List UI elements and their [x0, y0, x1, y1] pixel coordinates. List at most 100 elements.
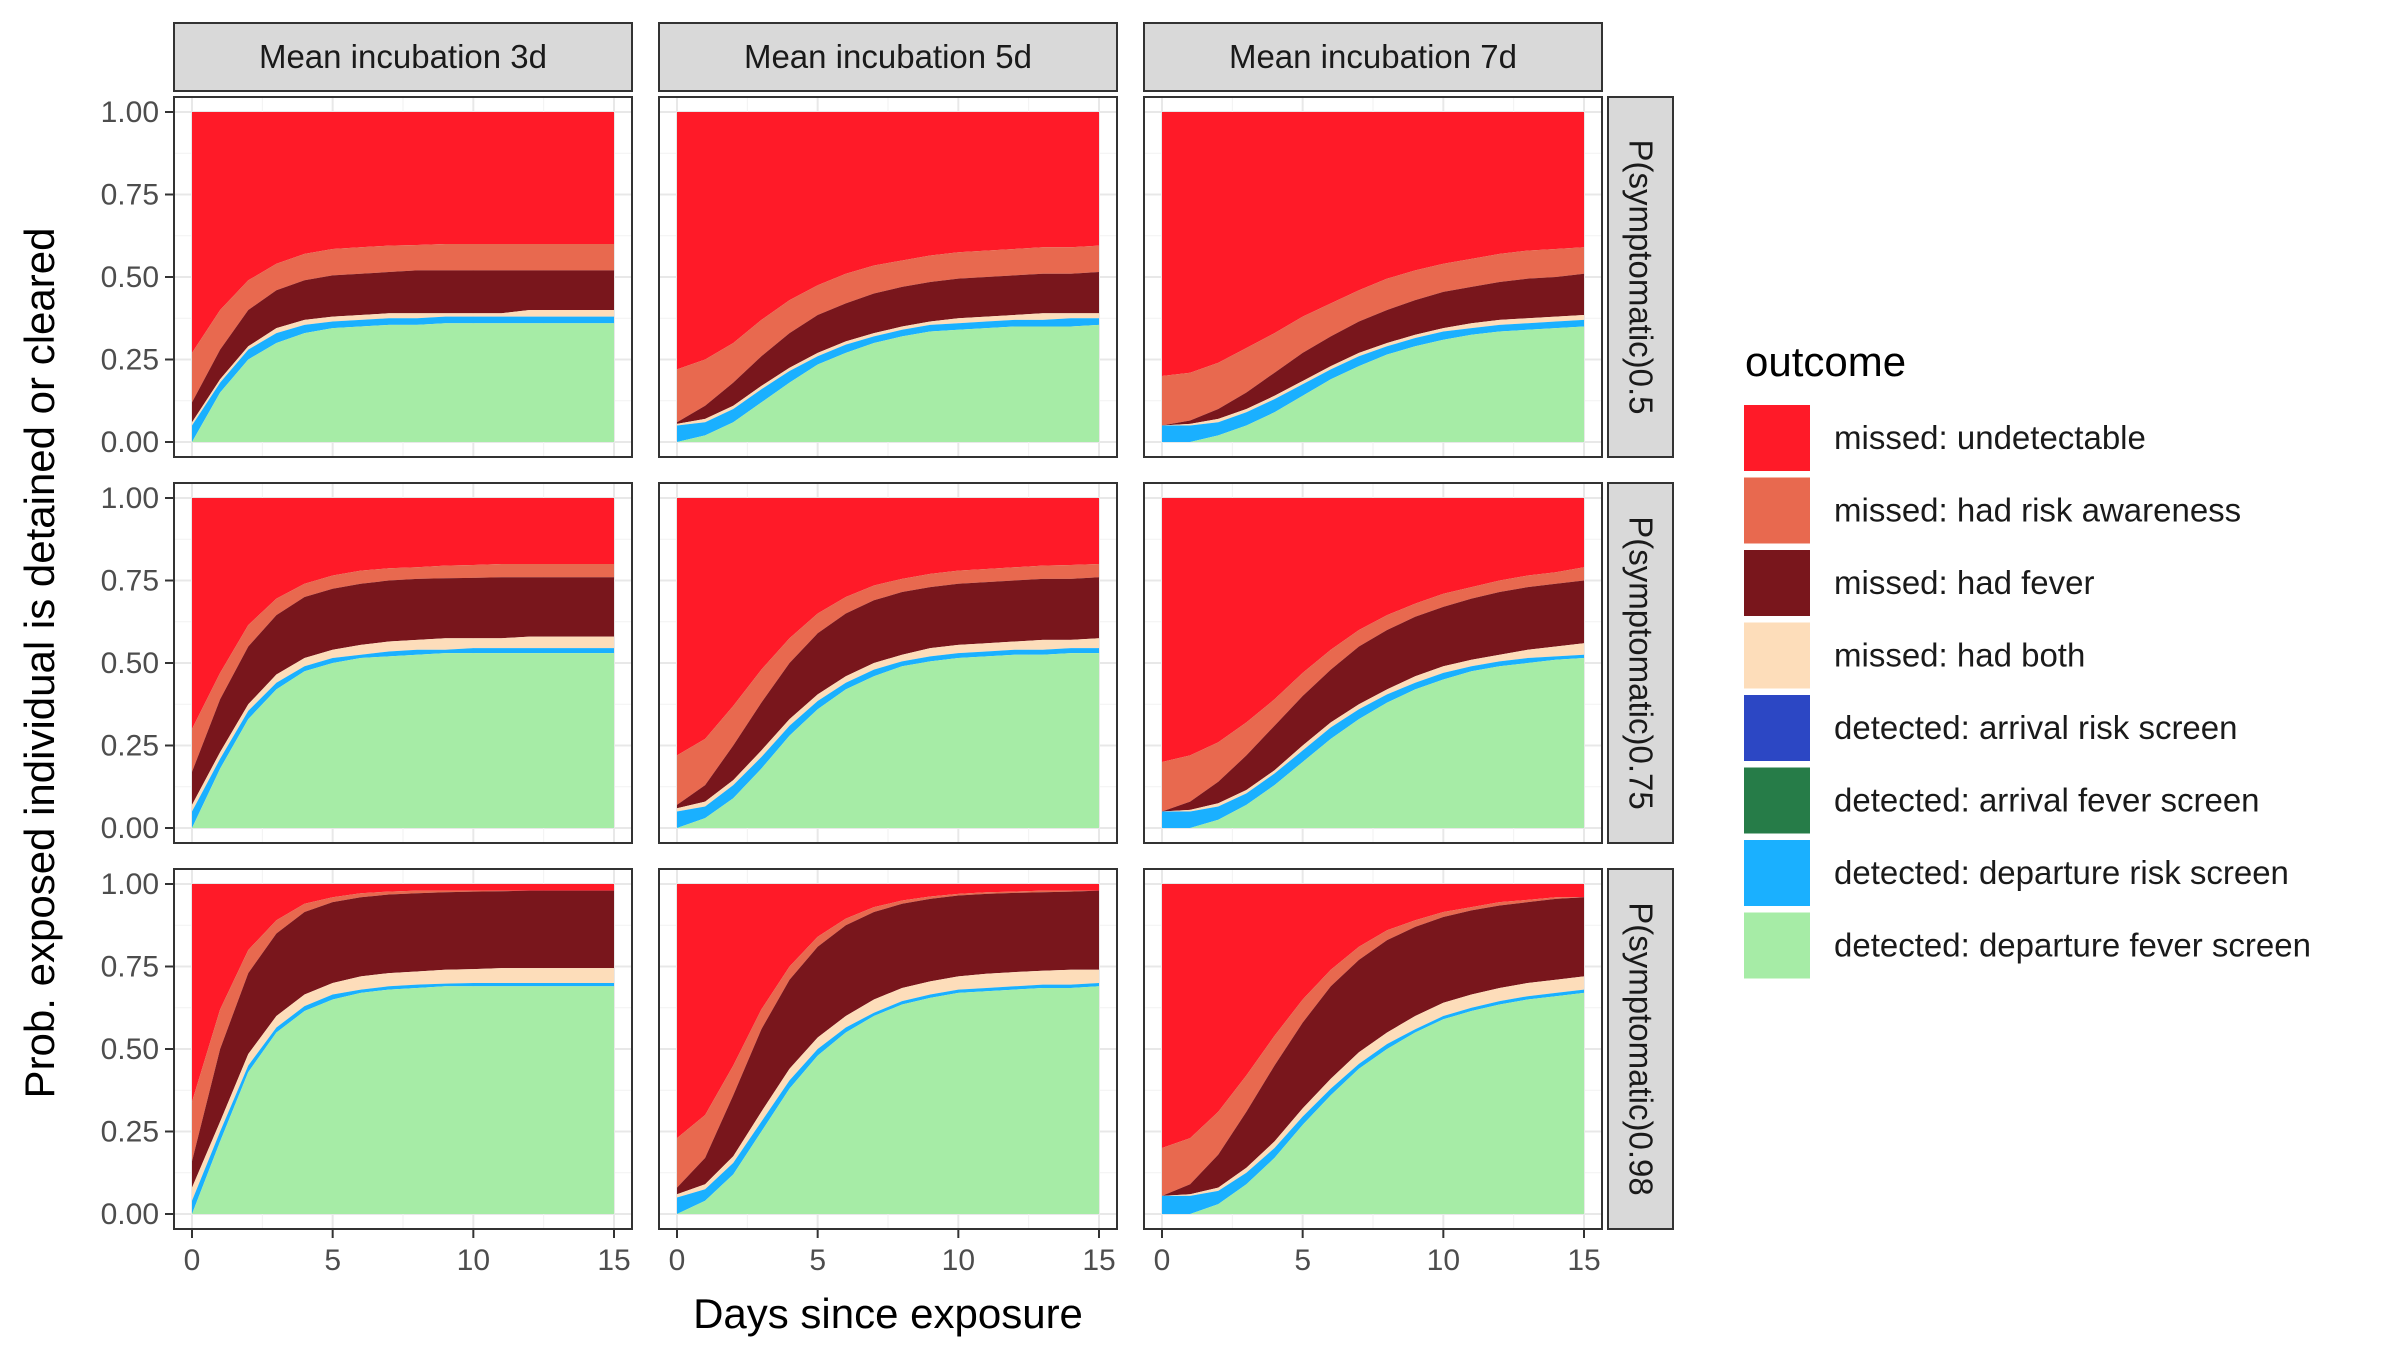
facet-strip-col-3: Mean incubation 7d: [1143, 22, 1603, 92]
y-tick-label: 0.25: [101, 1116, 159, 1149]
area-missed-fever: [192, 890, 614, 1188]
area-missed-risk: [677, 245, 1099, 423]
y-tick-label: 0.50: [101, 1033, 159, 1066]
legend-label: missed: had risk awareness: [1834, 492, 2241, 529]
panel-border: [658, 482, 1118, 844]
area-departure-fever: [1162, 992, 1584, 1214]
facet-strip-row-1: P(symptomatic)0.5: [1607, 96, 1674, 458]
panel-border: [173, 868, 633, 1230]
area-missed-fever: [677, 272, 1099, 424]
panel-border: [1143, 482, 1603, 844]
legend-label: detected: arrival risk screen: [1834, 709, 2238, 746]
y-tick-label: 0.25: [101, 344, 159, 377]
legend-key: [1744, 840, 1810, 906]
legend-label: missed: had fever: [1834, 564, 2094, 601]
area-missed-fever: [1162, 580, 1584, 812]
legend-item: detected: departure fever screen: [1744, 912, 2311, 979]
x-tick-label: 15: [597, 1244, 630, 1277]
x-tick-label: 0: [1154, 1244, 1171, 1277]
area-undetectable: [677, 884, 1099, 1139]
panel-border: [173, 482, 633, 844]
area-missed-both: [677, 313, 1099, 426]
x-tick-label: 15: [1567, 1244, 1600, 1277]
legend-label: detected: departure fever screen: [1834, 927, 2311, 964]
x-axis-title: Days since exposure: [693, 1290, 1083, 1337]
legend-item: missed: had fever: [1744, 550, 2094, 616]
y-axis-title: Prob. exposed individual is detained or …: [16, 228, 63, 1099]
x-tick-label: 15: [1082, 1244, 1115, 1277]
legend-key: [1744, 550, 1810, 616]
facet-panel-1-2: [658, 96, 1118, 458]
facet-panel-2-3: [1143, 482, 1603, 844]
area-departure-fever: [1162, 658, 1584, 828]
area-departure-risk: [1162, 989, 1584, 1214]
y-tick-label: 1.00: [101, 482, 159, 515]
facet-panel-2-1: [173, 482, 633, 844]
area-missed-fever: [677, 577, 1099, 809]
y-tick-label: 0.75: [101, 179, 159, 212]
area-undetectable: [192, 884, 614, 1102]
area-departure-fever: [1162, 326, 1584, 442]
panel-border: [1143, 96, 1603, 458]
facet-label-row: P(symptomatic)0.98: [1623, 902, 1660, 1195]
x-tick-label: 10: [457, 1244, 490, 1277]
area-missed-fever: [677, 890, 1099, 1195]
legend-item: missed: undetectable: [1744, 405, 2146, 471]
legend-title: outcome: [1745, 338, 1906, 385]
area-undetectable: [1162, 884, 1584, 1148]
area-missed-fever: [1162, 897, 1584, 1196]
panel-border: [173, 96, 633, 458]
area-undetectable: [677, 112, 1099, 370]
area-departure-risk: [1162, 319, 1584, 442]
x-tick-label: 10: [1427, 1244, 1460, 1277]
axes: 0.00 0.25 0.50 0.75 1.00 0.00 0.25 0.50 0.75 1.00…: [101, 96, 1601, 1277]
area-missed-risk: [1162, 897, 1584, 1196]
panel-border: [658, 96, 1118, 458]
y-tick-label: 0.00: [101, 1198, 159, 1231]
y-tick-label: 0.75: [101, 565, 159, 598]
area-undetectable: [677, 498, 1099, 756]
area-undetectable: [192, 112, 614, 353]
x-tick-label: 5: [1294, 1244, 1311, 1277]
y-tick-label: 1.00: [101, 868, 159, 901]
y-tick-label: 0.50: [101, 261, 159, 294]
facet-panel-3-3: [1143, 868, 1603, 1230]
legend-label: missed: undetectable: [1834, 419, 2146, 456]
legend-key: [1744, 477, 1810, 544]
legend-key: [1744, 622, 1810, 689]
area-missed-fever: [192, 577, 614, 805]
x-tick-label: 10: [942, 1244, 975, 1277]
facet-strip-row-2: P(symptomatic)0.75: [1607, 482, 1674, 844]
panel-border: [1143, 868, 1603, 1230]
legend-label: missed: had both: [1834, 637, 2085, 674]
facet-panel-3-2: [658, 868, 1118, 1230]
x-tick-label: 0: [669, 1244, 686, 1277]
area-missed-fever: [1162, 273, 1584, 426]
legend-item: missed: had risk awareness: [1744, 477, 2241, 544]
legend: outcome missed: undetectable missed: had …: [1744, 338, 2311, 979]
facet-panel-1-1: [173, 96, 633, 458]
area-undetectable: [192, 498, 614, 729]
y-tick-label: 0.25: [101, 730, 159, 763]
legend-key: [1744, 912, 1810, 979]
facet-label-col: Mean incubation 3d: [259, 38, 547, 75]
y-tick-label: 0.75: [101, 951, 159, 984]
facet-strips: Mean incubation 3d Mean incubation 5d Mean…: [173, 22, 1674, 1230]
area-departure-fever: [192, 653, 614, 828]
facet-strip-col-2: Mean incubation 5d: [658, 22, 1118, 92]
panel-border: [658, 868, 1118, 1230]
facet-label-row: P(symptomatic)0.5: [1623, 139, 1660, 414]
y-tick-label: 0.50: [101, 647, 159, 680]
facet-strip-col-1: Mean incubation 3d: [173, 22, 633, 92]
facet-panel-1-3: [1143, 96, 1603, 458]
legend-item: detected: arrival fever screen: [1744, 767, 2260, 834]
legend-key: [1744, 405, 1810, 471]
area-missed-both: [677, 638, 1099, 812]
area-undetectable: [1162, 498, 1584, 762]
area-departure-risk: [1162, 654, 1584, 828]
area-departure-fever: [192, 986, 614, 1214]
area-undetectable: [1162, 112, 1584, 376]
legend-item: detected: arrival risk screen: [1744, 695, 2238, 761]
y-tick-label: 1.00: [101, 96, 159, 129]
